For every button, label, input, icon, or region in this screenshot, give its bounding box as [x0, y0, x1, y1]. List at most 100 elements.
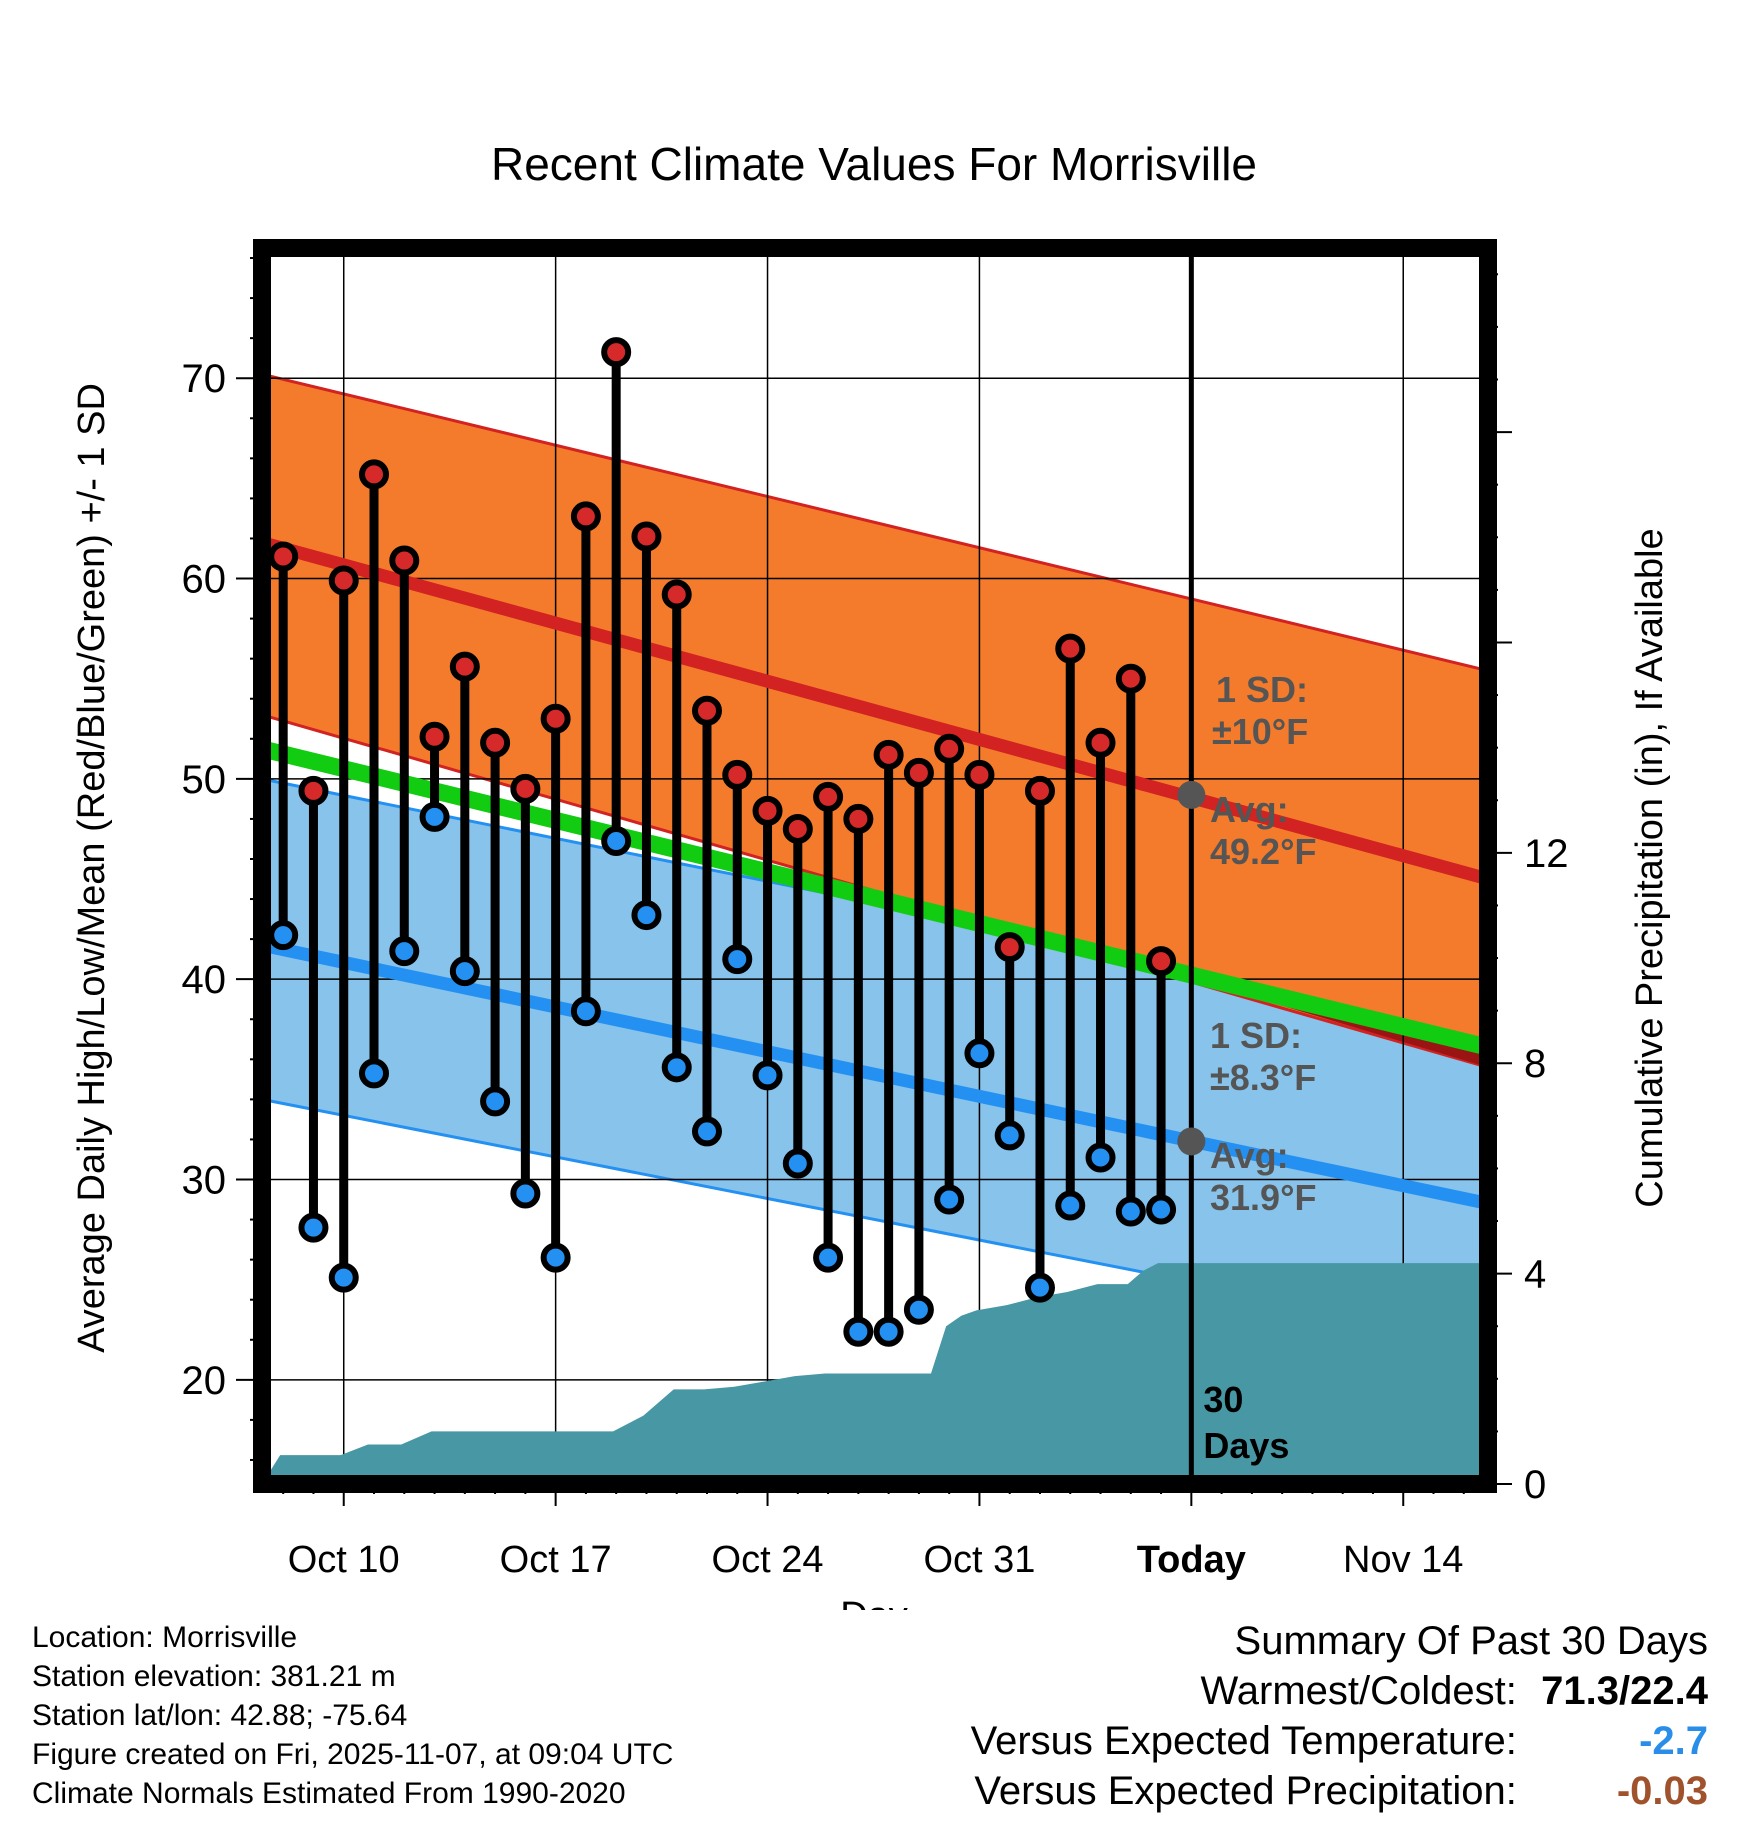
low-temp-dot: [328, 1262, 359, 1293]
x-tick-label: Oct 31: [923, 1539, 1035, 1581]
today-high-avg-dot: [1177, 780, 1206, 809]
precip-row: Versus Expected Precipitation: -0.03: [971, 1766, 1708, 1816]
station-info: Location: Morrisville Station elevation:…: [32, 1618, 673, 1813]
today-label: 30: [1203, 1379, 1243, 1420]
high-avg-value: 49.2°F: [1210, 831, 1316, 872]
low-avg-line: [260, 938, 1490, 1210]
precip-label: Versus Expected Precipitation:: [974, 1769, 1517, 1813]
high-sd-band-upper-edge: [261, 372, 1489, 673]
y2-tick-label: 8: [1524, 1042, 1546, 1086]
high-temp-dot: [934, 733, 965, 764]
low-temp-dot: [661, 1052, 692, 1083]
temp-value: -2.7: [1639, 1719, 1708, 1763]
high-temp-dot: [570, 501, 601, 532]
low-temp-dot: [570, 996, 601, 1027]
low-temp-dot: [298, 1212, 329, 1243]
high-avg-label: Avg:: [1210, 789, 1289, 830]
low-temp-dot: [268, 920, 299, 951]
high-temp-dot: [540, 703, 571, 734]
low-sd-label: 1 SD:: [1210, 1015, 1302, 1056]
low-temp-dot: [934, 1184, 965, 1215]
low-temp-dot: [419, 801, 450, 832]
high-temp-dot: [661, 579, 692, 610]
high-temp-dot: [903, 757, 934, 788]
y2-tick-label: 4: [1524, 1253, 1546, 1297]
high-temp-dot: [1055, 633, 1086, 664]
low-temp-dot: [873, 1316, 904, 1347]
high-temp-dot: [631, 521, 662, 552]
high-temp-dot: [843, 803, 874, 834]
high-temp-dot: [419, 721, 450, 752]
warm-cold-row: Warmest/Coldest: 71.3/22.4: [971, 1666, 1709, 1716]
high-temp-dot: [480, 727, 511, 758]
low-temp-dot: [1146, 1194, 1177, 1225]
high-temp-dot: [328, 565, 359, 596]
high-temp-dot: [389, 545, 420, 576]
y-tick-label: 50: [182, 758, 227, 802]
high-sd-value: ±10°F: [1212, 711, 1308, 752]
low-temp-dot: [1085, 1142, 1116, 1173]
low-temp-dot: [1024, 1272, 1055, 1303]
high-temp-dot: [782, 813, 813, 844]
low-temp-dot: [752, 1060, 783, 1091]
high-temp-dot: [1115, 663, 1146, 694]
low-temp-dot: [903, 1294, 934, 1325]
precip-area: [262, 1263, 1488, 1484]
high-avg-line: [260, 536, 1490, 886]
high-temp-dot: [964, 759, 995, 790]
created-text: Figure created on Fri, 2025-11-07, at 09…: [32, 1738, 674, 1771]
low-avg-label: Avg:: [1210, 1135, 1289, 1176]
high-temp-dot: [1146, 946, 1177, 977]
low-temp-dot: [359, 1058, 390, 1089]
low-temp-dot: [449, 956, 480, 987]
high-temp-dot: [994, 932, 1025, 963]
high-temp-dot: [752, 795, 783, 826]
x-tick-label: Oct 24: [712, 1539, 824, 1581]
high-temp-dot: [601, 337, 632, 368]
today-label: Days: [1203, 1425, 1289, 1466]
low-temp-dot: [964, 1038, 995, 1069]
low-temp-dot: [782, 1148, 813, 1179]
y-axis-label: Average Daily High/Low/Mean (Red/Blue/Gr…: [71, 383, 113, 1353]
low-temp-dot: [1115, 1196, 1146, 1227]
high-temp-dot: [449, 651, 480, 682]
latlon-text: Station lat/lon: 42.88; -75.64: [32, 1699, 408, 1732]
low-temp-dot: [691, 1116, 722, 1147]
temp-label: Versus Expected Temperature:: [970, 1719, 1517, 1763]
high-temp-dot: [813, 781, 844, 812]
summary-panel: Summary Of Past 30 Days Warmest/Coldest:…: [971, 1616, 1708, 1816]
low-temp-dot: [843, 1316, 874, 1347]
low-sd-band: [262, 778, 1488, 1340]
low-temp-dot: [1055, 1190, 1086, 1221]
chart-title: Recent Climate Values For Morrisville: [491, 138, 1257, 190]
high-sd-band: [262, 374, 1488, 1068]
temp-row: Versus Expected Temperature: -2.7: [971, 1716, 1708, 1766]
high-temp-dot: [298, 775, 329, 806]
warm-cold-label: Warmest/Coldest:: [1200, 1669, 1517, 1713]
low-temp-dot: [540, 1242, 571, 1273]
low-temp-dot: [510, 1178, 541, 1209]
y2-tick-label: 12: [1524, 832, 1569, 876]
x-tick-label: Today: [1137, 1539, 1246, 1581]
y2-tick-label: 0: [1524, 1463, 1546, 1507]
low-temp-dot: [813, 1242, 844, 1273]
precip-value: -0.03: [1616, 1769, 1708, 1813]
normals-text: Climate Normals Estimated From 1990-2020: [32, 1777, 626, 1810]
axes: 20 30 40 50 60 70 0 4 8 12 Oct 10 Oct 17 Oct 24 Oct 3…: [182, 239, 1569, 1581]
plot-frame: [253, 239, 1497, 1493]
low-temp-dot: [722, 944, 753, 975]
location-text: Location: Morrisville: [32, 1621, 298, 1654]
low-temp-dot: [389, 936, 420, 967]
x-axis-label: Day: [840, 1595, 908, 1610]
x-tick-label: Oct 17: [500, 1539, 612, 1581]
y-tick-label: 70: [182, 357, 227, 401]
y-tick-label: 30: [182, 1159, 227, 1203]
low-avg-value: 31.9°F: [1210, 1177, 1316, 1218]
y-tick-label: 20: [182, 1359, 227, 1403]
x-tick-label: Nov 14: [1343, 1539, 1463, 1581]
high-temp-dot: [1085, 727, 1116, 758]
summary-title: Summary Of Past 30 Days: [1234, 1619, 1708, 1663]
high-temp-dot: [1024, 775, 1055, 806]
